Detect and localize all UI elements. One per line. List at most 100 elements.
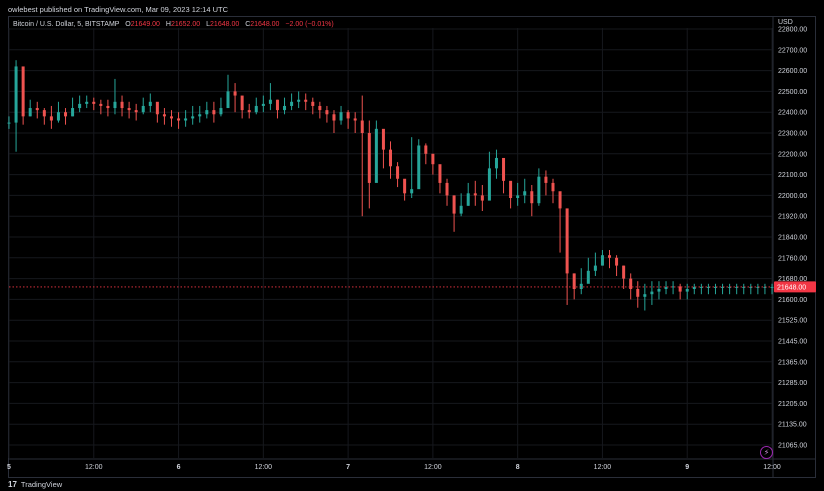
candle-body bbox=[148, 101, 152, 106]
candle-body bbox=[318, 105, 322, 111]
y-tick-label: 21445.00 bbox=[778, 339, 807, 346]
candle-body bbox=[389, 149, 392, 167]
lightning-icon[interactable]: ⚡ bbox=[760, 446, 773, 459]
tradingview-logo-icon: 17 bbox=[8, 480, 17, 489]
candle-body bbox=[608, 255, 612, 258]
candle-body bbox=[184, 118, 188, 121]
candle-body bbox=[452, 195, 456, 214]
candle-body bbox=[134, 110, 138, 113]
y-tick-label: 22200.00 bbox=[778, 151, 807, 158]
candle-body bbox=[770, 286, 774, 288]
candle-body bbox=[162, 114, 166, 117]
candle-body bbox=[622, 265, 626, 279]
candle-body bbox=[226, 91, 230, 109]
candle-body bbox=[120, 101, 124, 109]
candle-body bbox=[749, 286, 753, 288]
candle-body bbox=[685, 289, 689, 292]
candle-body bbox=[64, 112, 68, 117]
candle-body bbox=[21, 66, 25, 117]
candle-body bbox=[593, 265, 597, 271]
candle-body bbox=[346, 112, 350, 119]
candle-body bbox=[332, 114, 336, 121]
y-tick-label: 21680.00 bbox=[778, 276, 807, 283]
candle-body bbox=[487, 168, 491, 201]
y-tick-label: 21760.00 bbox=[778, 255, 807, 262]
candle-body bbox=[297, 99, 301, 102]
candle-body bbox=[678, 286, 682, 292]
candle-body bbox=[49, 116, 53, 121]
candle-body bbox=[438, 164, 442, 183]
candle-body bbox=[742, 286, 746, 288]
candle-body bbox=[403, 178, 407, 194]
candle-body bbox=[643, 294, 647, 297]
y-tick-label: 21840.00 bbox=[778, 235, 807, 242]
x-tick-label: 12:00 bbox=[255, 464, 273, 471]
candle-body bbox=[424, 145, 428, 154]
candle-body bbox=[233, 91, 237, 96]
candle-body bbox=[141, 105, 145, 113]
y-tick-label: 22800.00 bbox=[778, 27, 807, 34]
chart-panel[interactable] bbox=[8, 16, 816, 478]
y-tick-label: 22400.00 bbox=[778, 110, 807, 117]
candle-body bbox=[155, 101, 159, 115]
last-price-tag: 21648.00 bbox=[777, 285, 806, 292]
candle-body bbox=[600, 255, 604, 266]
candle-body bbox=[353, 118, 357, 121]
publisher-caption: owlebest published on TradingView.com, M… bbox=[8, 5, 228, 14]
candle-body bbox=[169, 116, 173, 119]
x-tick-label: 6 bbox=[177, 464, 181, 471]
candle-body bbox=[431, 153, 435, 165]
high-value: 21652.00 bbox=[170, 21, 201, 28]
y-tick-label: 21205.00 bbox=[778, 401, 807, 408]
candle-body bbox=[636, 289, 640, 297]
candle-body bbox=[396, 166, 400, 179]
candle-body bbox=[360, 120, 364, 133]
candle-body bbox=[459, 205, 463, 214]
candle-body bbox=[664, 286, 668, 289]
candle-body bbox=[367, 133, 371, 183]
candle-body bbox=[240, 95, 244, 111]
candle-body bbox=[177, 118, 181, 121]
candle-body bbox=[502, 157, 506, 181]
candle-body bbox=[28, 108, 32, 117]
x-tick-label: 5 bbox=[7, 464, 11, 471]
low-label: L bbox=[206, 21, 211, 28]
candle-body bbox=[304, 99, 308, 102]
y-tick-label: 22000.00 bbox=[778, 193, 807, 200]
candle-body bbox=[99, 103, 103, 106]
candle-body bbox=[92, 101, 96, 104]
candle-body bbox=[275, 99, 279, 111]
candle-body bbox=[544, 176, 548, 183]
candle-body bbox=[480, 195, 484, 201]
candle-body bbox=[565, 208, 569, 274]
candle-body bbox=[579, 283, 583, 289]
candle-body bbox=[735, 286, 739, 288]
candle-body bbox=[650, 291, 654, 295]
candle-body bbox=[586, 270, 590, 284]
candle-body bbox=[127, 108, 131, 111]
candle-body bbox=[42, 110, 46, 117]
candle-body bbox=[629, 278, 633, 289]
candle-body bbox=[381, 128, 385, 150]
candle-body bbox=[290, 101, 294, 106]
candle-body bbox=[254, 105, 258, 113]
candle-body bbox=[268, 99, 272, 104]
x-tick-label: 8 bbox=[516, 464, 520, 471]
close-label: C bbox=[245, 21, 251, 28]
candle-body bbox=[494, 157, 498, 169]
candle-body bbox=[537, 176, 541, 204]
candle-body bbox=[756, 286, 760, 288]
candle-body bbox=[671, 286, 675, 288]
high-label: H bbox=[165, 21, 171, 28]
candle-body bbox=[212, 110, 216, 115]
candle-body bbox=[113, 101, 117, 109]
candle-body bbox=[35, 108, 39, 111]
candle-body bbox=[516, 195, 520, 198]
last-price-tag-bg bbox=[774, 281, 816, 293]
y-tick-label: 21525.00 bbox=[778, 318, 807, 325]
candle-body bbox=[572, 273, 576, 289]
candle-body bbox=[657, 289, 661, 292]
candle-body bbox=[14, 66, 18, 123]
candle-body bbox=[473, 193, 477, 196]
